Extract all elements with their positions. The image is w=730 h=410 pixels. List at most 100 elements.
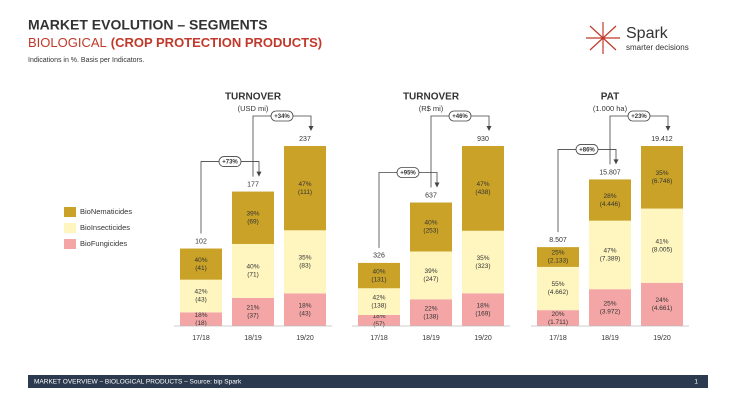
growth-label: +86%	[579, 148, 595, 154]
growth-arrowhead	[308, 126, 314, 131]
bar-total: 19.412	[651, 136, 673, 143]
bar-segment	[589, 289, 631, 326]
bar-segment	[641, 146, 683, 209]
bar-total: 637	[425, 192, 437, 199]
growth-label: +34%	[274, 114, 290, 120]
segment-share: 40%	[246, 264, 259, 271]
segment-share: 18%	[298, 302, 311, 309]
bar-segment	[180, 248, 222, 280]
growth-label: +23%	[631, 114, 647, 120]
category-label: 19/20	[653, 335, 671, 342]
bar-segment	[537, 247, 579, 267]
chart: TURNOVER(R$ mi)18%(57)42%(138)40%(131)32…	[352, 92, 510, 342]
segment-share: 24%	[655, 297, 668, 304]
bar-segment	[410, 202, 452, 252]
growth-oval	[396, 167, 420, 178]
growth-oval	[270, 110, 294, 122]
legend-label: BioFungicides	[80, 239, 127, 248]
growth-arrowhead	[434, 182, 440, 188]
segment-share: 35%	[476, 255, 489, 262]
chart: PAT(1.000 ha)20%(1.711)55%(4.662)25%(2.1…	[531, 92, 689, 342]
segment-share: 40%	[424, 220, 437, 227]
subtitle-a: BIOLOGICAL	[28, 35, 107, 50]
bar-segment	[410, 251, 452, 300]
bar-segment	[589, 220, 631, 290]
growth-arrowhead	[613, 159, 619, 165]
segment-value: (131)	[371, 276, 386, 283]
segment-share: 39%	[246, 210, 259, 217]
growth-arrowhead	[256, 171, 262, 177]
category-label: 18/19	[244, 335, 262, 342]
growth-arrowhead	[486, 126, 492, 131]
title: MARKET EVOLUTION – SEGMENTS	[28, 17, 268, 33]
segment-value: (4.446)	[600, 201, 621, 208]
bar-segment	[589, 179, 631, 221]
segment-value: (4.661)	[652, 305, 673, 312]
segment-value: (111)	[298, 189, 312, 196]
logo-name: Spark	[626, 25, 669, 42]
footer-text: MARKET OVERVIEW – BIOLOGICAL PRODUCTS – …	[34, 379, 242, 386]
segment-value: (37)	[247, 313, 259, 320]
chart-subtitle: (R$ mi)	[419, 104, 444, 113]
segment-value: (18)	[195, 320, 207, 327]
bar-segment	[284, 146, 326, 231]
segment-value: (8.005)	[652, 246, 673, 253]
bar-total: 15.807	[599, 169, 621, 176]
segment-value: (1.711)	[548, 319, 568, 326]
category-label: 18/19	[422, 335, 440, 342]
bar-segment	[641, 208, 683, 283]
segment-value: (83)	[299, 263, 311, 270]
bar-segment	[232, 243, 274, 298]
category-label: 19/20	[474, 335, 492, 342]
bar-segment	[232, 297, 274, 326]
growth-arrowhead	[665, 126, 671, 131]
bar-total: 237	[299, 136, 311, 143]
segment-share: 40%	[372, 268, 385, 275]
bar-segment	[232, 191, 274, 244]
segment-share: 21%	[246, 305, 259, 312]
segment-value: (169)	[475, 310, 490, 317]
growth-oval	[575, 144, 599, 155]
segment-share: 20%	[551, 311, 564, 318]
bar-total: 177	[247, 181, 259, 188]
bar-total: 930	[477, 136, 489, 143]
segment-value: (57)	[373, 321, 385, 328]
footer-bar	[28, 375, 708, 388]
chart-title: TURNOVER	[225, 92, 282, 103]
growth-oval	[448, 110, 472, 122]
segment-value: (41)	[195, 265, 207, 272]
segment-share: 35%	[298, 255, 311, 262]
segment-value: (138)	[371, 302, 386, 309]
bar-segment	[284, 293, 326, 326]
segment-share: 28%	[603, 193, 616, 200]
segment-share: 41%	[655, 238, 668, 245]
legend-swatch	[64, 207, 76, 217]
category-label: 18/19	[601, 335, 619, 342]
chart-subtitle: (USD mi)	[238, 104, 269, 113]
segment-value: (43)	[299, 310, 311, 317]
segment-value: (138)	[423, 313, 438, 320]
category-label: 17/18	[192, 335, 210, 342]
segment-value: (2.133)	[548, 258, 569, 265]
segment-share: 22%	[424, 305, 437, 312]
segment-value: (71)	[247, 272, 259, 279]
segment-share: 47%	[603, 248, 616, 255]
segment-share: 47%	[298, 181, 311, 188]
page-number: 1	[694, 379, 698, 386]
note: Indications in %. Basis per Indicators.	[28, 57, 144, 64]
bar-total: 102	[195, 238, 207, 245]
growth-label: +46%	[452, 114, 468, 120]
segment-value: (43)	[195, 297, 207, 304]
logo-star	[586, 22, 620, 54]
legend: BioNematicides BioInsecticides BioFungicid…	[64, 207, 132, 249]
bar-segment	[180, 312, 222, 326]
chart-title: TURNOVER	[403, 92, 460, 103]
category-label: 17/18	[549, 335, 567, 342]
legend-swatch	[64, 223, 76, 233]
charts: TURNOVER(USD mi)18%(18)42%(43)40%(41)102…	[174, 92, 689, 342]
segment-share: 18%	[372, 313, 385, 320]
segment-share: 40%	[194, 257, 207, 264]
segment-value: (323)	[475, 263, 490, 270]
logo-tagline: smarter decisions	[626, 43, 689, 52]
